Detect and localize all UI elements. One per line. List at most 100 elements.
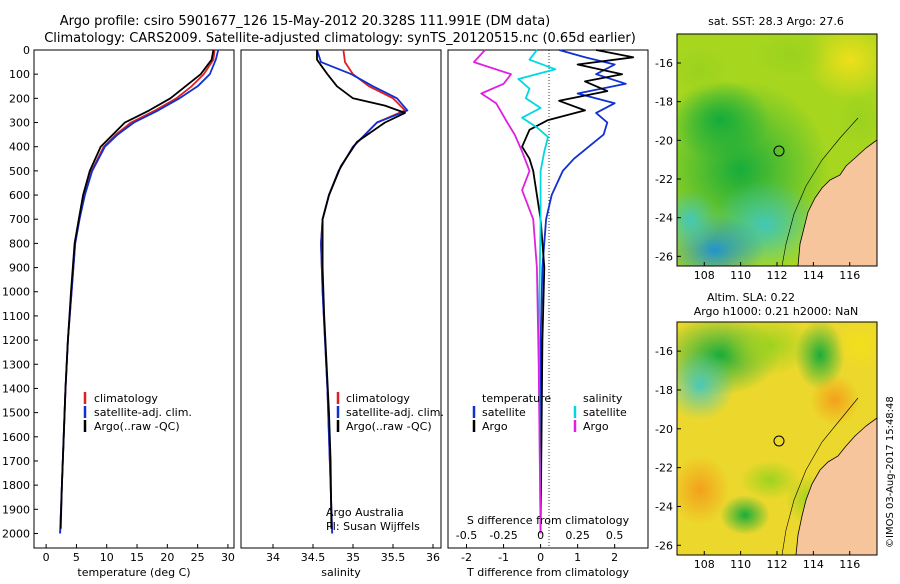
lat-tick-label: -24: [655, 212, 673, 225]
legend-argo-label: Argo(..raw -QC): [346, 420, 432, 433]
x-tick-label: 5: [73, 551, 80, 564]
temperature-legend: climatology satellite-adj. clim. Argo(..…: [83, 392, 192, 433]
depth-tick-label: 1800: [2, 479, 30, 492]
s-difference-tick-labels: -0.5 -0.25 0 0.25 0.5: [456, 529, 624, 542]
lat-tick-label: -24: [655, 500, 673, 513]
s-tick-label: -0.5: [456, 529, 477, 542]
difference-x-axis: -2 -1 0 1 2: [461, 544, 618, 564]
title-line-2: Climatology: CARS2009. Satellite-adjuste…: [44, 31, 636, 46]
temperature-plot-frame: [33, 49, 235, 549]
s-tick-label: 0.5: [606, 529, 624, 542]
salinity-x-axis: 34 34.5 35 35.5 36: [266, 544, 440, 564]
depth-tick-label: 1700: [2, 455, 30, 468]
legend-salinity-header: salinity: [583, 392, 623, 405]
x-tick-label: 35: [346, 551, 360, 564]
lat-tick-label: -18: [655, 384, 673, 397]
x-tick-label: 25: [191, 551, 205, 564]
lon-tick-label: 108: [694, 558, 715, 571]
x-tick-label: 2: [611, 551, 618, 564]
x-tick-label: 0: [43, 551, 50, 564]
lat-tick-label: -16: [655, 345, 673, 358]
depth-tick-label: 1200: [2, 334, 30, 347]
depth-tick-label: 400: [9, 141, 30, 154]
legend-argo-label: Argo(..raw -QC): [94, 420, 180, 433]
depth-tick-label: 200: [9, 92, 30, 105]
lon-tick-label: 110: [730, 558, 751, 571]
sla-map-title-line-2: Argo h1000: 0.21 h2000: NaN: [694, 305, 859, 318]
depth-tick-label: 0: [23, 44, 30, 57]
sst-heatmap: [677, 34, 877, 266]
sla-heatmap: [677, 322, 877, 555]
salinity-plot-frame: [240, 49, 442, 549]
argo-location-marker: [773, 145, 785, 157]
x-tick-label: 20: [160, 551, 174, 564]
lon-tick-label: 108: [694, 269, 715, 282]
temperature-x-axis: 0 5 10 15 20 25 30: [43, 544, 235, 564]
x-tick-label: 34.5: [301, 551, 326, 564]
x-tick-label: -1: [498, 551, 509, 564]
difference-panel: -2 -1 0 1 2 S difference from climatology -0…: [447, 49, 649, 579]
depth-tick-label: 1400: [2, 382, 30, 395]
lat-tick-label: -22: [655, 462, 673, 475]
credit-stamp: ©IMOS 03-Aug-2017 15:48:48: [885, 396, 896, 548]
s-tick-label: 0: [537, 529, 544, 542]
x-tick-label: -2: [461, 551, 472, 564]
x-tick-label: 15: [130, 551, 144, 564]
depth-tick-label: 800: [9, 237, 30, 250]
s-tick-label: -0.25: [489, 529, 517, 542]
lon-tick-label: 114: [803, 558, 824, 571]
sst-map-axes: 108 110 112 114 116 -16 -18 -20 -22 -24 -26: [655, 57, 860, 282]
s-difference-label: S difference from climatology: [467, 514, 630, 527]
depth-tick-label: 500: [9, 165, 30, 178]
legend-climatology-label: climatology: [94, 392, 158, 405]
lon-tick-label: 116: [839, 269, 860, 282]
legend-t-satellite-label: satellite: [482, 406, 526, 419]
difference-legend: temperature salinity satellite Argo sate…: [472, 392, 627, 433]
depth-tick-label: 300: [9, 117, 30, 130]
difference-series: [472, 49, 635, 534]
sst-map-panel: sat. SST: 28.3 Argo: 27.6 108 110 112 114 11…: [655, 15, 878, 282]
lat-tick-label: -26: [655, 250, 673, 263]
series-line-t-satellite: [539, 49, 627, 534]
sla-map-axes: 108 110 112 114 116 -16 -18 -20 -22 -24 -26: [655, 345, 860, 571]
depth-tick-label: 1100: [2, 310, 30, 323]
series-line-s-satellite: [517, 49, 557, 534]
salinity-series: [316, 49, 409, 534]
lat-tick-label: -20: [655, 423, 673, 436]
depth-tick-label: 900: [9, 262, 30, 275]
lon-tick-label: 112: [767, 269, 788, 282]
x-tick-label: 35.5: [381, 551, 406, 564]
x-tick-label: 34: [266, 551, 280, 564]
lat-tick-label: -26: [655, 539, 673, 552]
s-tick-label: 0.25: [565, 529, 590, 542]
salinity-panel: 34 34.5 35 35.5 36 salinity climatology sate…: [240, 49, 444, 579]
depth-tick-label: 1600: [2, 431, 30, 444]
depth-axis: 0 100 200 300 400 500 600 700 800 900 1000 1100 1200…: [2, 44, 38, 540]
series-line-climatology: [59, 49, 216, 534]
temperature-x-label: temperature (deg C): [77, 566, 190, 579]
lat-tick-label: -20: [655, 134, 673, 147]
series-line-climatology: [320, 49, 406, 534]
temperature-series: [59, 49, 220, 534]
depth-tick-label: 1000: [2, 286, 30, 299]
depth-tick-label: 700: [9, 213, 30, 226]
float-pi: PI: Susan Wijffels: [326, 520, 420, 533]
title-line-1: Argo profile: csiro 5901677_126 15-May-2…: [60, 14, 551, 29]
t-difference-label: T difference from climatology: [466, 566, 629, 579]
lon-tick-label: 114: [803, 269, 824, 282]
australia-land: [797, 139, 877, 266]
series-line-satellite: [59, 49, 220, 534]
argo-location-marker: [773, 435, 785, 447]
legend-satellite-label: satellite-adj. clim.: [346, 406, 444, 419]
depth-tick-label: 100: [9, 68, 30, 81]
series-line-s-argo: [472, 49, 542, 534]
sla-map-title-line-1: Altim. SLA: 0.22: [707, 291, 795, 304]
depth-tick-label: 600: [9, 189, 30, 202]
sla-map-panel: Altim. SLA: 0.22 Argo h1000: 0.21 h2000:…: [655, 291, 878, 571]
depth-tick-label: 2000: [2, 527, 30, 540]
x-tick-label: 1: [574, 551, 581, 564]
lat-tick-label: -22: [655, 173, 673, 186]
lat-tick-label: -18: [655, 96, 673, 109]
legend-climatology-label: climatology: [346, 392, 410, 405]
legend-s-argo-label: Argo: [583, 420, 609, 433]
